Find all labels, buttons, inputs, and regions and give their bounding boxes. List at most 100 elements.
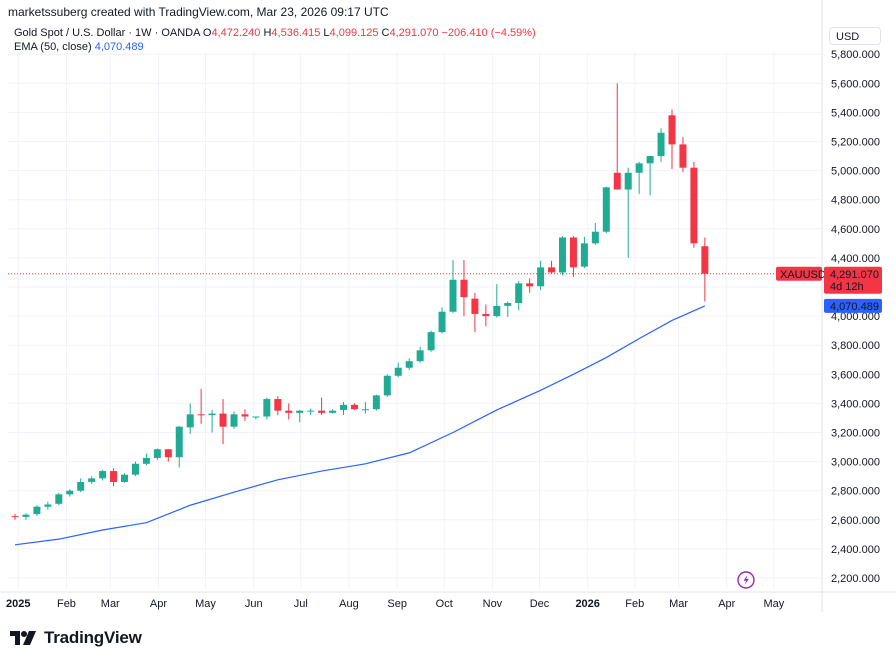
price-tick-label: 2,600.000 — [831, 515, 880, 527]
candle-body — [427, 332, 435, 351]
candle-body — [591, 231, 599, 244]
candle-body — [537, 267, 545, 287]
candle-body — [580, 243, 588, 267]
candle-body — [460, 279, 468, 298]
price-axis: 2,200.000 2,400.000 2,600.000 2,800.000 3,00… — [831, 49, 880, 585]
price-tick-label: 5,000.000 — [831, 166, 880, 178]
tradingview-logo[interactable]: TradingView — [10, 628, 142, 648]
candle-up — [537, 260, 545, 290]
candle-down — [460, 260, 468, 317]
currency-button[interactable]: USD — [829, 27, 881, 45]
tradingview-logo-icon — [10, 631, 36, 645]
ema-label: EMA (50, close) — [14, 41, 92, 53]
candle-up — [121, 473, 128, 483]
candle-body — [121, 474, 128, 482]
candle-down — [164, 449, 172, 462]
candle-up — [657, 128, 665, 162]
ema-value: 4,070.489 — [94, 41, 144, 53]
candle-body — [88, 478, 96, 482]
candle-body — [679, 144, 687, 168]
candle-down — [526, 278, 534, 293]
candle-body — [350, 404, 358, 410]
candle-body — [11, 516, 19, 518]
candle-body — [77, 481, 85, 491]
candle-up — [99, 469, 107, 481]
price-tick-label: 3,800.000 — [831, 340, 880, 352]
ema-legend[interactable]: EMA (50, close) 4,070.489 — [14, 41, 144, 53]
candle-up — [88, 476, 96, 485]
candle-down — [197, 388, 205, 424]
candle-up — [361, 401, 369, 414]
time-tick-label: Jul — [294, 598, 308, 610]
time-tick-label: Feb — [57, 598, 76, 610]
candle-body — [208, 413, 216, 416]
ema-50-line — [14, 305, 706, 546]
candle-up — [175, 425, 183, 468]
price-tick-label: 4,400.000 — [831, 253, 880, 265]
candle-body — [44, 504, 52, 507]
candle-body — [22, 514, 30, 517]
time-tick-label: Apr — [718, 598, 735, 610]
candle-up — [515, 281, 523, 311]
time-tick-label: Feb — [625, 598, 644, 610]
time-tick-label: Nov — [483, 598, 503, 610]
candle-down — [613, 83, 621, 190]
candle-up — [635, 161, 643, 194]
candle-up — [504, 301, 512, 317]
time-tick-label: Oct — [436, 598, 453, 610]
candle-down — [110, 468, 118, 487]
candle-up — [340, 401, 347, 416]
ohlc-close: C4,291.070 — [381, 27, 439, 39]
candle-down — [482, 304, 490, 327]
candle-down — [569, 236, 577, 277]
candle-body — [416, 350, 424, 362]
candle-body — [361, 409, 369, 411]
symbol-tag-bg — [776, 266, 822, 281]
candle-up — [307, 408, 315, 416]
candle-body — [241, 414, 249, 417]
candle-up — [438, 307, 446, 334]
lightning-icon[interactable] — [737, 571, 755, 589]
candle-body — [493, 305, 501, 317]
candle-body — [482, 313, 490, 317]
candle-up — [449, 260, 457, 314]
price-tick-label: 3,000.000 — [831, 457, 880, 469]
last-price-tag-bg — [824, 266, 882, 294]
price-change: −206.410 (−4.59%) — [441, 27, 536, 39]
candle-down — [471, 292, 479, 333]
candle-body — [701, 246, 709, 274]
candle-up — [263, 397, 271, 420]
candle-body — [186, 414, 194, 428]
ohlc-high: H4,536.415 — [263, 27, 321, 39]
candle-up — [383, 374, 391, 397]
time-tick-label: Mar — [101, 598, 120, 610]
ema-price-tag-bg — [824, 298, 882, 313]
candle-body — [471, 298, 479, 314]
candle-body — [66, 490, 74, 495]
candle-body — [142, 457, 150, 464]
candle-body — [33, 506, 41, 514]
candle-body — [438, 311, 446, 333]
candle-down — [701, 237, 709, 302]
ohlc-legend: Gold Spot / U.S. Dollar · 1W · OANDA O4,… — [14, 27, 536, 39]
candle-body — [164, 449, 172, 458]
candle-down — [219, 399, 227, 445]
price-tick-label: 4,600.000 — [831, 224, 880, 236]
candle-down — [548, 260, 556, 274]
candle-body — [449, 279, 457, 312]
time-tick-label: 2026 — [575, 598, 599, 610]
candle-body — [657, 132, 665, 157]
price-tags: XAUUSD 4,291.070 4d 12h 4,070.489 — [8, 266, 882, 313]
chart-creator-credit: marketssuberg created with TradingView.c… — [8, 5, 389, 19]
candle-body — [405, 361, 413, 368]
candle-body — [131, 463, 139, 475]
candle-body — [219, 413, 227, 427]
candle-body — [274, 399, 282, 411]
ohlc-open: O4,472.240 — [202, 27, 261, 39]
candle-up — [77, 478, 85, 493]
candle-body — [153, 449, 161, 458]
candle-up — [591, 222, 599, 245]
candle-down — [11, 513, 19, 520]
instrument-name[interactable]: Gold Spot / U.S. Dollar · 1W · OANDA — [14, 27, 200, 39]
